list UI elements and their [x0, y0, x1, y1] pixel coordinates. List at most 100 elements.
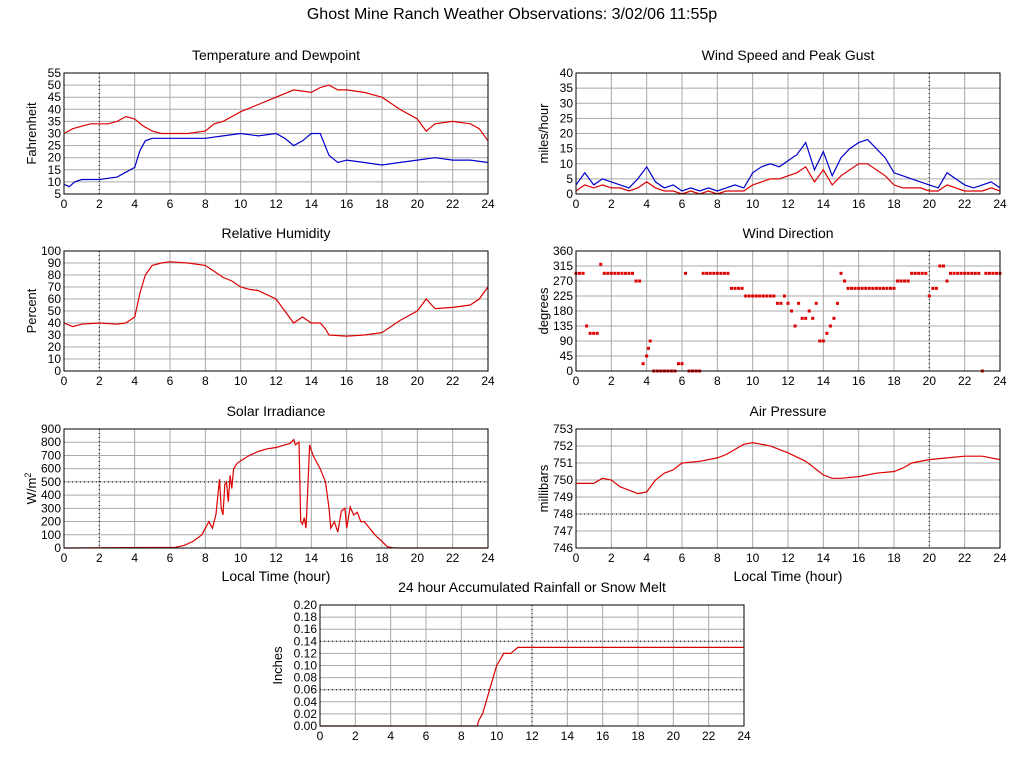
x-tick-label: 2: [96, 551, 103, 565]
y-tick-label: 0.04: [294, 695, 318, 709]
data-point: [581, 271, 585, 275]
x-tick-label: 12: [269, 551, 283, 565]
x-tick-label: 18: [375, 551, 389, 565]
y-tick-label: 15: [48, 163, 62, 177]
data-point: [938, 264, 942, 268]
y-tick-label: 45: [560, 349, 574, 363]
y-tick-label: 0: [54, 541, 61, 555]
x-tick-label: 22: [958, 197, 972, 211]
x-tick-label: 18: [887, 374, 901, 388]
x-tick-label: 16: [852, 197, 866, 211]
plot-frame: [575, 72, 1001, 195]
x-tick-label: 8: [458, 729, 465, 743]
x-tick-label: 0: [573, 551, 580, 565]
y-tick-label: 20: [48, 151, 62, 165]
y-tick-label: 0.02: [294, 707, 318, 721]
y-tick-label: 270: [553, 274, 573, 288]
x-tick-label: 22: [446, 197, 460, 211]
y-axis-label-superscript: 2: [23, 473, 33, 478]
x-tick-label: 10: [234, 374, 248, 388]
data-point: [606, 271, 610, 275]
x-tick-label: 0: [61, 197, 68, 211]
x-tick-label: 24: [481, 551, 495, 565]
x-tick-label: 8: [202, 197, 209, 211]
data-point: [645, 354, 649, 358]
x-tick-label: 4: [643, 374, 650, 388]
data-point: [641, 362, 645, 366]
data-point: [726, 271, 730, 275]
x-tick-label: 16: [852, 374, 866, 388]
data-point: [924, 271, 928, 275]
data-point: [588, 331, 592, 335]
x-tick-label: 20: [923, 197, 937, 211]
x-tick-label: 10: [490, 729, 504, 743]
x-tick-label: 6: [423, 729, 430, 743]
data-point: [991, 271, 995, 275]
x-tick-label: 4: [131, 374, 138, 388]
series-line-0: [575, 138, 1001, 192]
x-tick-label: 12: [781, 197, 795, 211]
y-tick-label: 0: [566, 364, 573, 378]
x-tick-label: 0: [573, 197, 580, 211]
y-tick-label: 30: [48, 328, 62, 342]
series-line-1: [63, 132, 489, 188]
data-point: [800, 316, 804, 320]
y-axis-label: millibars: [536, 464, 551, 512]
data-point: [934, 286, 938, 290]
data-point: [592, 331, 596, 335]
data-point: [722, 271, 726, 275]
data-point: [602, 271, 606, 275]
data-point: [874, 286, 878, 290]
y-tick-label: 30: [560, 96, 574, 110]
data-point: [609, 271, 613, 275]
data-point: [779, 301, 783, 305]
data-point: [835, 301, 839, 305]
x-tick-label: 2: [608, 197, 615, 211]
x-tick-label: 8: [202, 374, 209, 388]
chart-title: Solar Irradiance: [227, 403, 326, 419]
y-tick-label: 748: [553, 507, 573, 521]
y-tick-label: 0.14: [294, 634, 318, 648]
data-point: [903, 279, 907, 283]
plot-frame: [319, 604, 745, 727]
data-point: [712, 271, 716, 275]
x-tick-label: 24: [993, 197, 1007, 211]
data-point: [765, 294, 769, 298]
x-tick-label: 10: [746, 197, 760, 211]
y-tick-label: 100: [41, 244, 61, 258]
data-point: [646, 346, 650, 350]
data-point: [846, 286, 850, 290]
y-tick-label: 746: [553, 541, 573, 555]
data-point: [775, 301, 779, 305]
y-tick-label: 10: [560, 157, 574, 171]
y-tick-label: 0.08: [294, 671, 318, 685]
x-tick-label: 16: [340, 551, 354, 565]
data-point: [885, 286, 889, 290]
data-point: [729, 286, 733, 290]
data-point: [888, 286, 892, 290]
y-tick-label: 0.10: [294, 659, 318, 673]
plot-frame: [575, 428, 1001, 549]
x-tick-label: 14: [305, 197, 319, 211]
x-tick-label: 16: [596, 729, 610, 743]
y-tick-label: 10: [48, 175, 62, 189]
x-tick-label: 6: [679, 374, 686, 388]
data-point: [966, 271, 970, 275]
chart-title: Wind Speed and Peak Gust: [702, 47, 875, 63]
chart-title: Air Pressure: [749, 403, 826, 419]
data-point: [945, 279, 949, 283]
x-tick-label: 24: [737, 729, 751, 743]
y-tick-label: 40: [48, 102, 62, 116]
x-tick-label: 20: [411, 551, 425, 565]
y-tick-label: 55: [48, 66, 62, 80]
y-tick-label: 20: [48, 340, 62, 354]
data-point: [751, 294, 755, 298]
data-point: [896, 279, 900, 283]
data-point: [814, 301, 818, 305]
y-tick-label: 360: [553, 244, 573, 258]
data-point: [867, 286, 871, 290]
